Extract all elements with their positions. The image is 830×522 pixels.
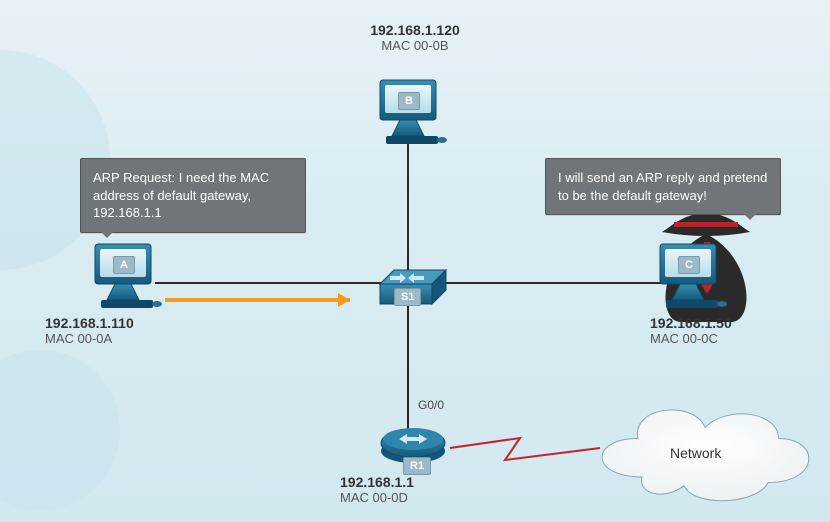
mac-label: MAC 00-0A [45,331,134,346]
label-router-r1: 192.168.1.1 MAC 00-0D [340,474,414,505]
device-tag: C [678,256,700,274]
speech-bubble-attacker: I will send an ARP reply and pretend to … [545,158,781,215]
arp-request-arrow [165,293,350,307]
host-b [380,80,447,144]
ip-label: 192.168.1.110 [45,315,134,331]
device-tag: S1 [394,288,421,306]
diagram-stage: { "canvas": { "width": 830, "height": 52… [0,0,830,522]
serial-link [450,438,600,460]
device-tag: R1 [403,457,431,475]
bubble-text: I will send an ARP reply and pretend to … [558,170,767,203]
ip-label: 192.168.1.120 [355,22,475,38]
cloud-label: Network [670,445,721,461]
speech-bubble-host-a: ARP Request: I need the MAC address of d… [80,158,306,233]
device-tag: A [113,256,135,274]
host-c-attacker [660,213,750,322]
mac-label: MAC 00-0B [355,38,475,53]
bubble-text: ARP Request: I need the MAC address of d… [93,170,269,220]
mac-label: MAC 00-0C [650,331,732,346]
ip-label: 192.168.1.50 [650,315,732,331]
label-host-c: 192.168.1.50 MAC 00-0C [650,315,732,346]
interface-label: G0/0 [418,398,444,412]
device-tag: B [398,92,420,110]
label-host-a: 192.168.1.110 MAC 00-0A [45,315,134,346]
label-host-b: 192.168.1.120 MAC 00-0B [355,22,475,53]
ip-label: 192.168.1.1 [340,474,414,490]
host-a [95,244,162,308]
mac-label: MAC 00-0D [340,490,414,505]
